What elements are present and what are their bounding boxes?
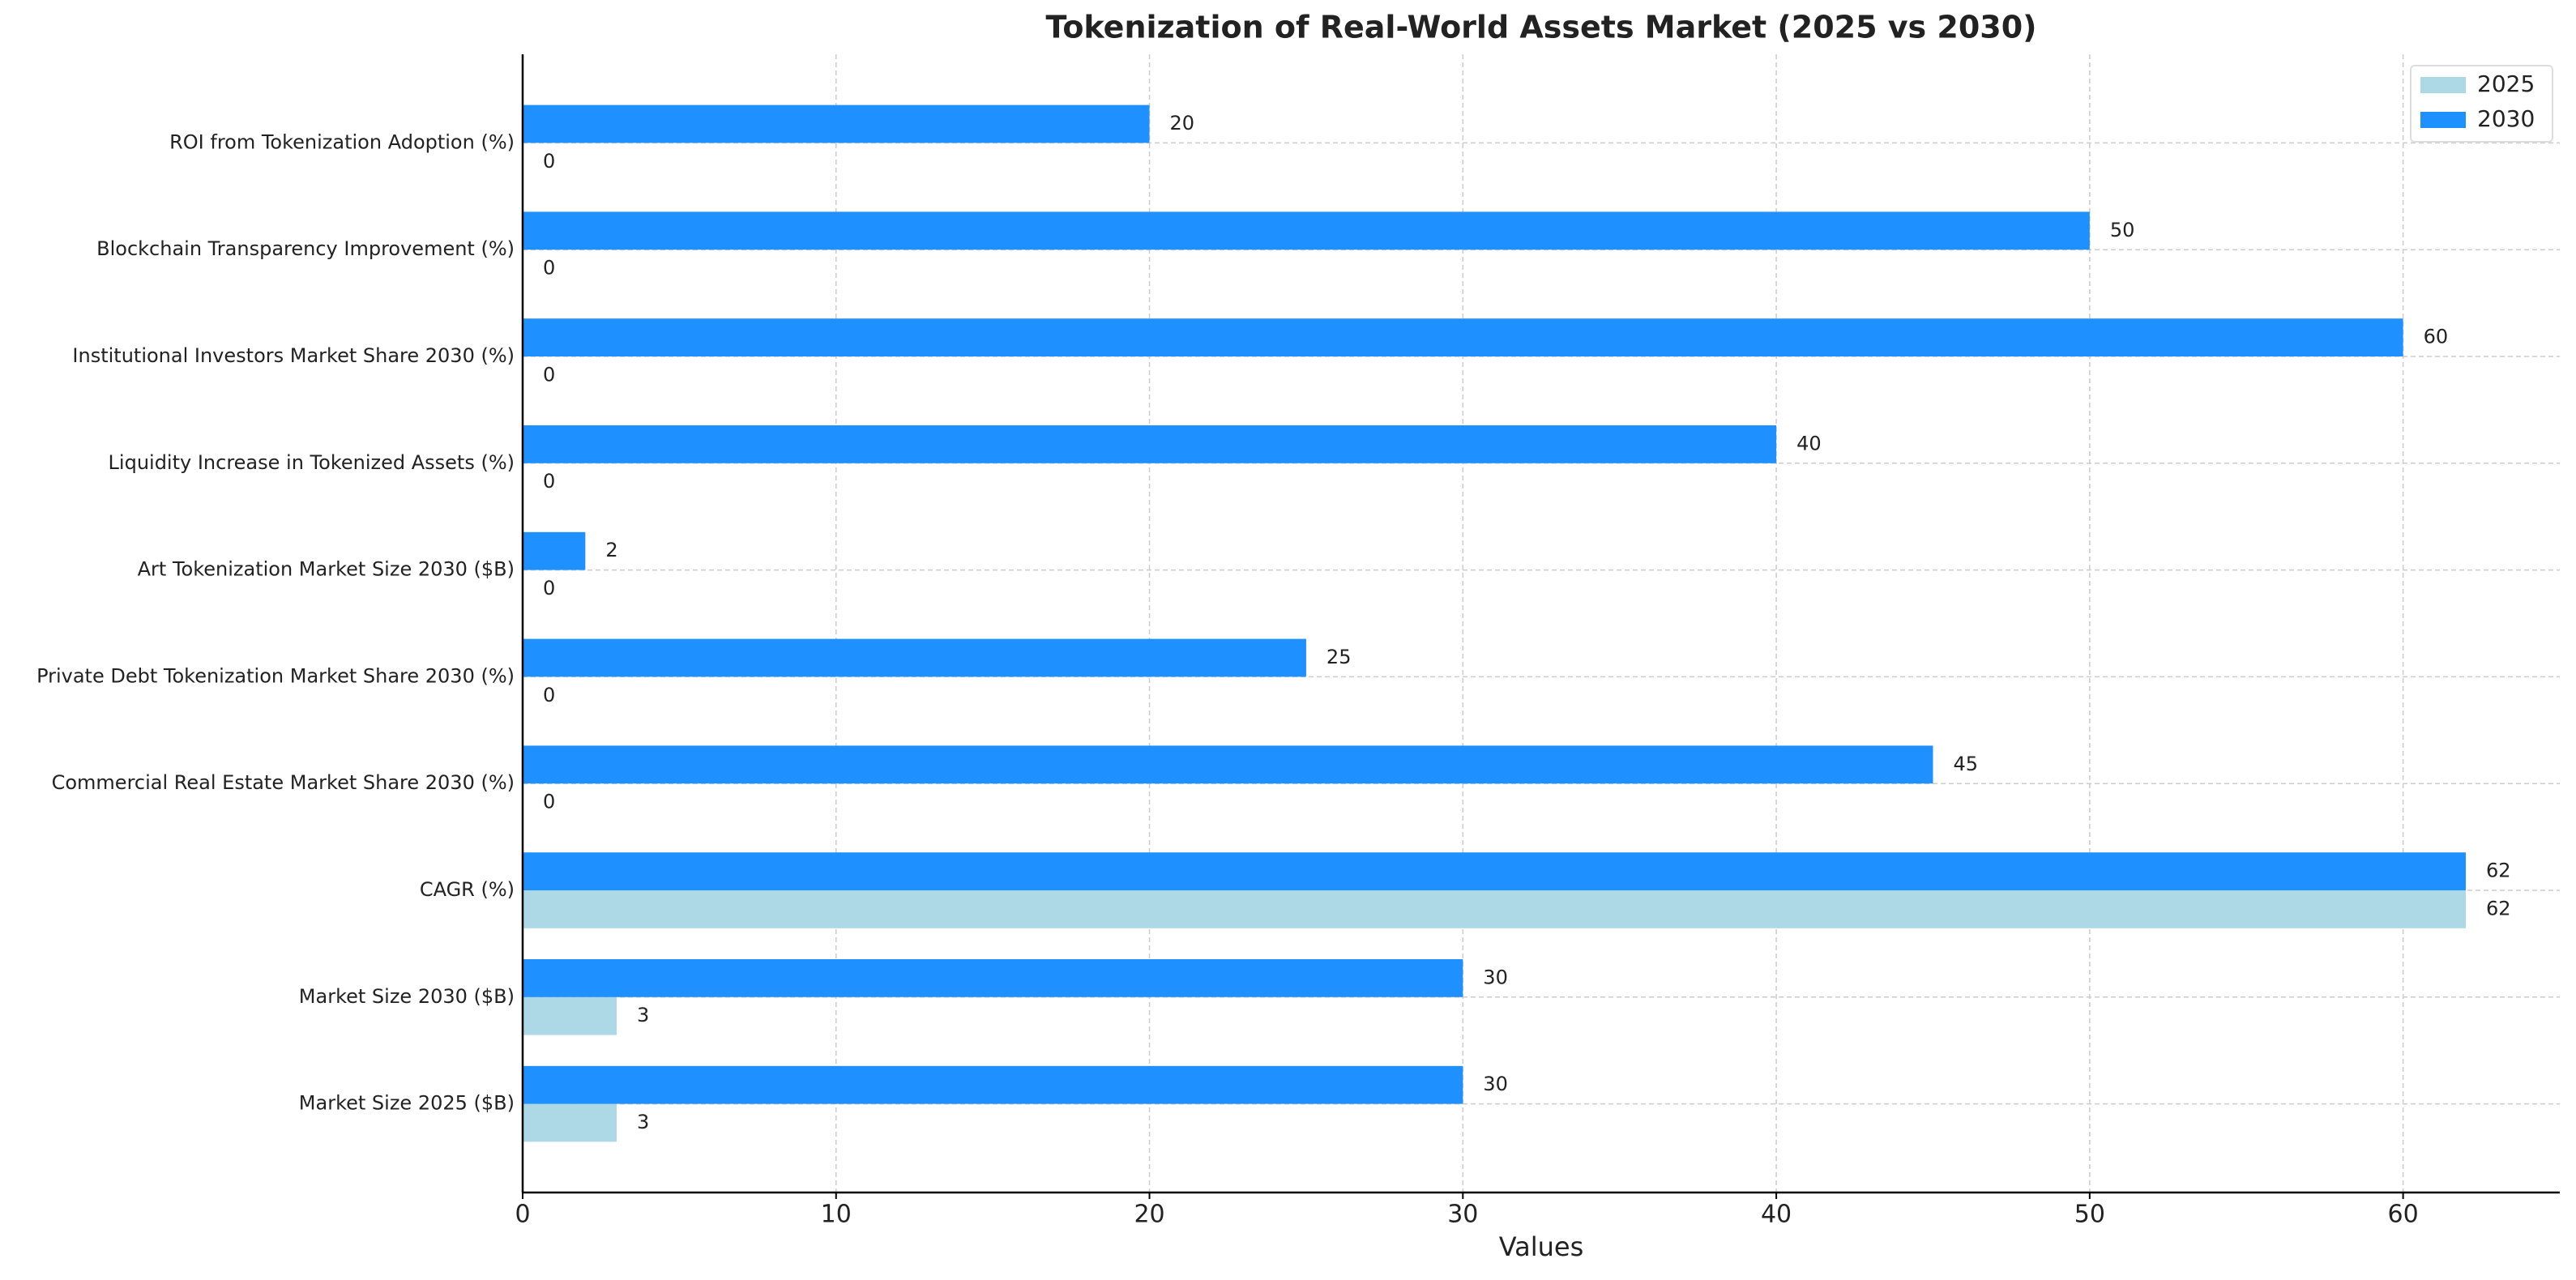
bar	[523, 852, 2466, 891]
y-tick-label: Market Size 2030 ($B)	[299, 985, 515, 1008]
data-label: 60	[2424, 326, 2449, 348]
y-tick-label: Institutional Investors Market Share 203…	[72, 344, 515, 367]
data-label: 45	[1953, 753, 1978, 775]
x-tick-label: 30	[1447, 1201, 1478, 1229]
data-label: 0	[543, 470, 555, 493]
legend-label: 2025	[2477, 70, 2535, 97]
bar	[523, 1103, 617, 1142]
x-tick-label: 0	[515, 1201, 530, 1229]
data-label: 2	[605, 539, 617, 561]
bar	[523, 959, 1463, 997]
data-label: 0	[543, 257, 555, 279]
legend-swatch	[2420, 77, 2466, 93]
x-tick-label: 50	[2074, 1201, 2105, 1229]
data-label: 0	[543, 150, 555, 173]
bar	[523, 890, 2466, 928]
bar	[523, 1065, 1463, 1104]
bar	[523, 996, 617, 1035]
bar	[523, 105, 1150, 143]
x-tick-label: 60	[2388, 1201, 2419, 1229]
bar	[523, 745, 1933, 784]
y-tick-label: Market Size 2025 ($B)	[299, 1092, 515, 1115]
y-tick-label: Art Tokenization Market Size 2030 ($B)	[138, 558, 515, 581]
data-label: 3	[637, 1004, 649, 1026]
data-label: 25	[1326, 646, 1352, 668]
legend-swatch	[2420, 112, 2466, 128]
bar	[523, 318, 2403, 356]
x-axis-label: Values	[1499, 1231, 1584, 1262]
x-tick-label: 40	[1761, 1201, 1792, 1229]
bar	[523, 211, 2090, 250]
data-label: 62	[2486, 860, 2511, 882]
data-label: 50	[2110, 219, 2135, 241]
x-tick-label: 20	[1134, 1201, 1164, 1229]
data-label: 0	[543, 363, 555, 386]
y-tick-label: Commercial Real Estate Market Share 2030…	[52, 771, 515, 794]
data-label: 3	[637, 1111, 649, 1133]
data-label: 0	[543, 684, 555, 706]
data-label: 30	[1483, 1073, 1508, 1095]
data-label: 20	[1170, 112, 1195, 134]
bar	[523, 425, 1777, 463]
y-tick-label: Blockchain Transparency Improvement (%)	[96, 237, 515, 260]
y-tick-label: ROI from Tokenization Adoption (%)	[169, 130, 515, 153]
data-label: 0	[543, 791, 555, 813]
data-label: 0	[543, 577, 555, 599]
y-tick-label: Private Debt Tokenization Market Share 2…	[36, 664, 515, 687]
bar	[523, 638, 1306, 677]
data-label: 62	[2486, 897, 2511, 919]
bar	[523, 531, 586, 570]
data-label: 30	[1483, 966, 1508, 988]
chart-title: Tokenization of Real-World Assets Market…	[1045, 10, 2036, 45]
data-label: 40	[1796, 432, 1822, 454]
x-tick-label: 10	[821, 1201, 852, 1229]
legend-label: 2030	[2477, 105, 2535, 132]
y-tick-label: Liquidity Increase in Tokenized Assets (…	[109, 451, 515, 474]
y-tick-label: CAGR (%)	[420, 878, 515, 901]
